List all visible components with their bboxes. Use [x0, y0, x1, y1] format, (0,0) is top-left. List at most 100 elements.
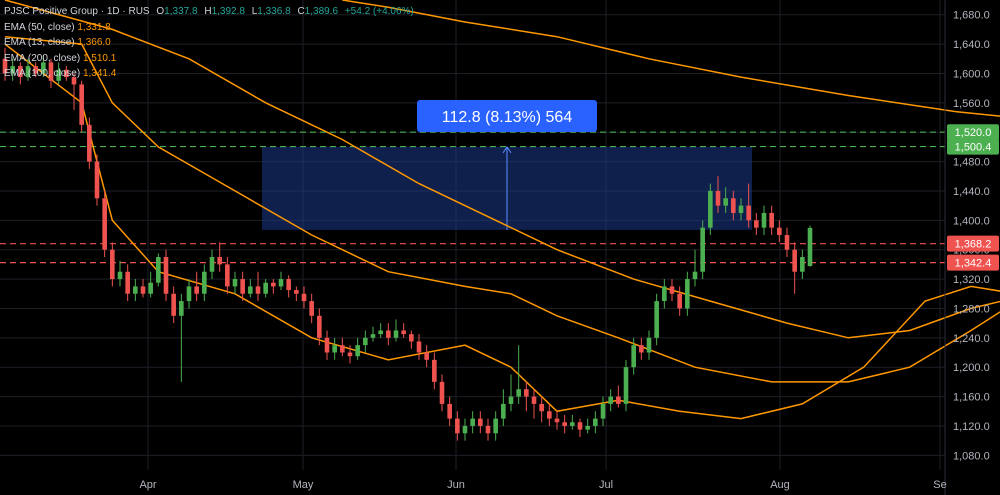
candle-body [669, 286, 675, 294]
open-label: O [156, 6, 165, 17]
x-tick-label: May [293, 479, 314, 491]
candles [2, 47, 813, 441]
legend-ohlc: PJSC Positive Group · 1D · RUS O1,337.8 … [4, 4, 414, 20]
measure-box[interactable] [262, 145, 752, 230]
candle-body [562, 422, 567, 426]
candle-body [217, 257, 222, 265]
y-tick-label: 1,320.0 [953, 274, 990, 286]
y-axis[interactable]: 1,680.0 1,640.0 1,600.0 1,560.0 1,520.0 1,480… [944, 0, 999, 495]
price-tag[interactable] [947, 254, 999, 271]
price-tag-label: 1,500.4 [955, 142, 992, 154]
ema-100-value: 1,341.4 [82, 68, 117, 79]
x-axis[interactable]: Apr May Jun Jul Aug Se [139, 479, 946, 491]
candle-body [33, 66, 38, 74]
candle-body [2, 58, 8, 74]
candle-body [754, 220, 759, 228]
candle-body [25, 66, 31, 78]
y-tick-label: 1,560.0 [953, 98, 990, 110]
candle-body [616, 396, 621, 404]
candle-body [110, 249, 115, 280]
close-value: 1,389.6 [304, 6, 339, 17]
legend-ema-100[interactable]: EMA (100, close) 1,341.4 [4, 66, 414, 82]
legend: PJSC Positive Group · 1D · RUS O1,337.8 … [4, 4, 414, 82]
candle-body [378, 330, 383, 335]
candle-body [769, 212, 774, 228]
candle-body [401, 330, 406, 335]
candle-body [10, 66, 15, 74]
candle-body [692, 271, 698, 280]
candle-body [332, 345, 337, 353]
candle-body [255, 286, 261, 294]
measure-label-group: 112.8 (8.13%) 564 [417, 100, 597, 132]
candle-body [485, 425, 491, 434]
candle-body [386, 330, 391, 338]
candle-body [761, 212, 767, 228]
ema-line [4, 0, 1000, 339]
price-tag[interactable] [947, 138, 999, 155]
candle-body [240, 279, 245, 294]
candle-body [577, 422, 583, 430]
candle-body [731, 198, 736, 213]
candle-body [324, 337, 330, 353]
ema-200-value: 1,510.1 [82, 52, 117, 64]
horizontal-lines[interactable] [0, 131, 945, 264]
candle-body [48, 62, 54, 81]
candle-body [117, 271, 123, 280]
candle-body [171, 293, 176, 316]
legend-ema-50[interactable]: EMA (50, close) 1,331.8 [4, 20, 414, 36]
candle-body [294, 290, 299, 294]
candle-body [355, 345, 360, 357]
candle-body [547, 411, 552, 419]
candle-body [608, 396, 613, 404]
candle-body [593, 418, 598, 426]
candle-body [570, 422, 575, 426]
candle-body [301, 293, 307, 302]
y-tick-label: 1,120.0 [953, 421, 990, 433]
candle-body [194, 286, 199, 294]
high-label: H [204, 6, 212, 17]
y-tick-label: 1,160.0 [953, 392, 990, 404]
candle-body [340, 345, 345, 353]
candle-body [600, 403, 606, 419]
y-tick-label: 1,600.0 [953, 68, 990, 80]
candle-body [56, 69, 61, 81]
candle-body [263, 282, 268, 294]
candle-body [493, 418, 498, 434]
legend-ema-200[interactable]: EMA (200, close) 1,510.1 [4, 51, 414, 67]
candle-body [409, 334, 414, 342]
candle-body [271, 282, 276, 287]
price-tag[interactable] [947, 235, 999, 252]
symbol-title: PJSC Positive Group · 1D · RUS [4, 6, 150, 17]
candle-body [478, 418, 483, 426]
low-value: 1,336.8 [257, 6, 291, 17]
candle-body [148, 282, 153, 294]
candle-body [715, 190, 721, 206]
candle-body [800, 257, 805, 272]
change-value: +54.2 (+4.06%) [344, 6, 414, 17]
candle-body [700, 227, 705, 272]
y-tick-label: 1,640.0 [953, 39, 990, 51]
candle-body [531, 396, 537, 404]
candle-body [416, 341, 422, 353]
y-tick-label: 1,080.0 [953, 450, 990, 462]
candle-body [347, 352, 353, 357]
candle-body [746, 205, 751, 221]
candle-body [102, 198, 107, 250]
y-tick-label: 1,440.0 [953, 186, 990, 198]
candle-body [309, 301, 314, 316]
price-tag[interactable] [947, 124, 999, 141]
candle-body [462, 425, 468, 434]
close-label: C [297, 6, 305, 17]
candle-body [133, 286, 138, 294]
legend-ema-13[interactable]: EMA (13, close) 1,366.0 [4, 35, 414, 51]
candle-body [677, 293, 682, 309]
candle-body [94, 161, 100, 199]
ema-line [4, 35, 1000, 383]
candle-body [646, 337, 652, 353]
x-tick-label: Apr [139, 479, 156, 491]
candle-body [209, 257, 215, 272]
candle-body [64, 69, 69, 78]
candle-body [424, 352, 429, 360]
candle-body [447, 403, 452, 419]
